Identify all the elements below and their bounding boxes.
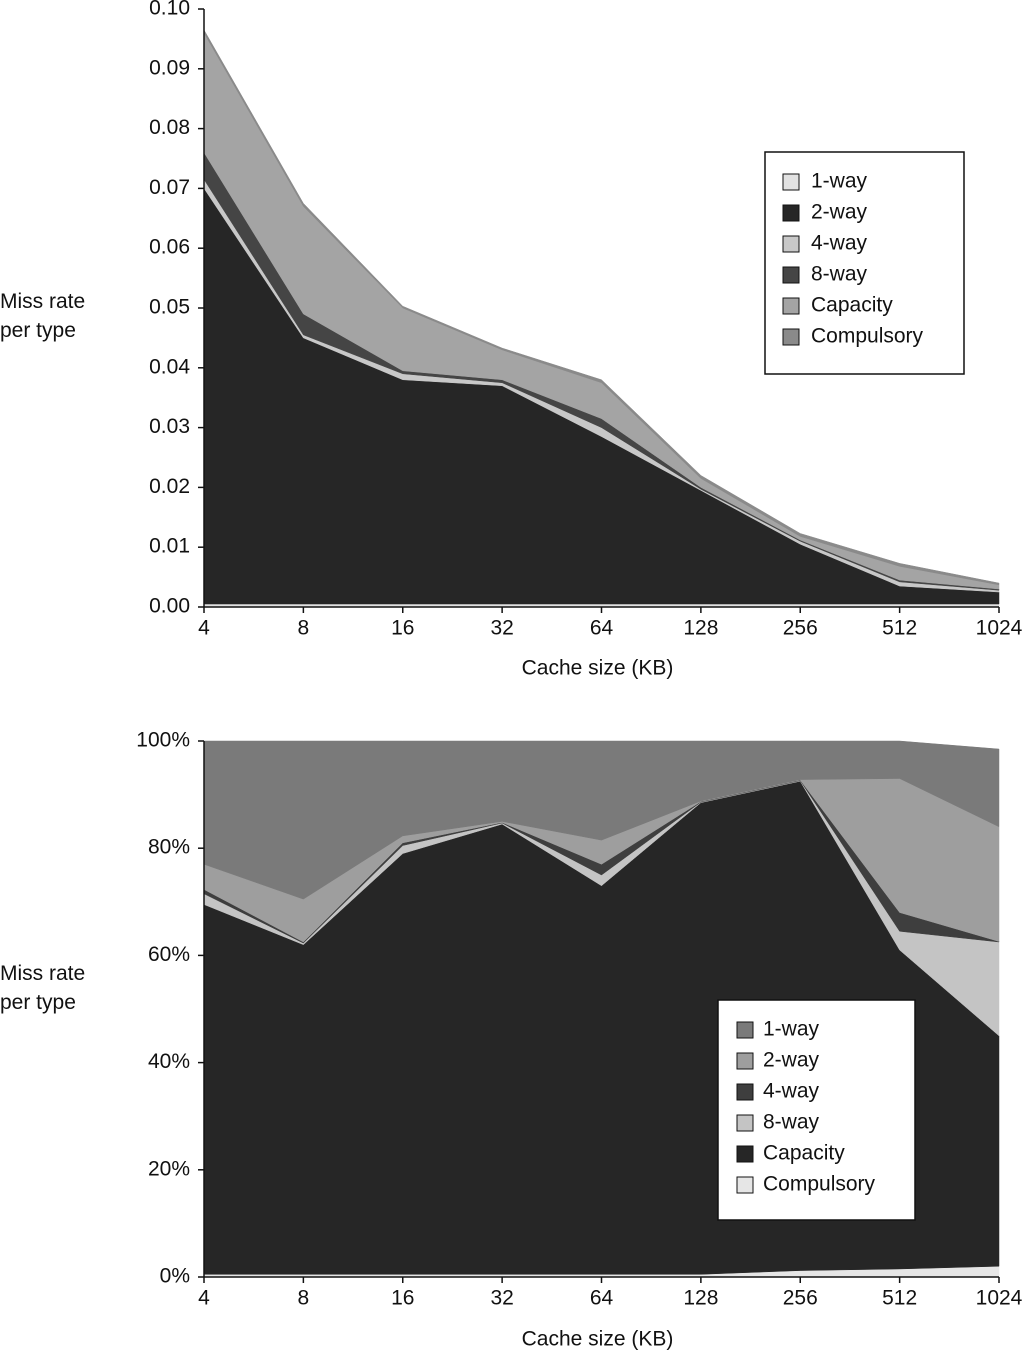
- legend-label: 1-way: [763, 1018, 820, 1041]
- legend-swatch: [782, 297, 800, 315]
- y-tick-label: 0.06: [149, 236, 190, 259]
- x-axis-label: Cache size (KB): [522, 657, 674, 680]
- y-tick-label: 0.10: [149, 0, 190, 20]
- y-tick-label: 100%: [136, 729, 190, 752]
- x-tick-label: 32: [490, 1287, 513, 1310]
- legend-label: Capacity: [811, 294, 893, 317]
- x-tick-label: 1024: [976, 1287, 1023, 1310]
- y-tick-label: 0.04: [149, 355, 190, 378]
- y-axis-label: Miss rate per type: [0, 290, 86, 342]
- legend-swatch: [782, 173, 800, 191]
- area: [203, 28, 1000, 586]
- x-tick-label: 64: [590, 1287, 614, 1310]
- area: [203, 740, 1000, 900]
- x-tick-label: 256: [783, 1287, 818, 1310]
- x-tick-label: 512: [882, 617, 917, 640]
- x-axis-label: Cache size (KB): [522, 1328, 674, 1351]
- y-tick-label: 80%: [148, 836, 190, 859]
- x-tick-label: 64: [590, 617, 614, 640]
- x-tick-label: 8: [298, 617, 310, 640]
- legend-swatch: [736, 1114, 754, 1132]
- y-tick-label: 60%: [148, 943, 190, 966]
- legend-label: 4-way: [763, 1080, 820, 1103]
- y-tick-label: 0.08: [149, 116, 190, 139]
- x-tick-label: 512: [882, 1287, 917, 1310]
- legend-swatch: [736, 1083, 754, 1101]
- x-tick-label: 4: [198, 617, 210, 640]
- x-tick-label: 4: [198, 1287, 210, 1310]
- legend-swatch: [736, 1021, 754, 1039]
- y-tick-label: 0.03: [149, 415, 190, 438]
- y-axis-label: Miss rate per type: [0, 962, 86, 1014]
- x-tick-label: 256: [783, 617, 818, 640]
- x-tick-label: 32: [490, 617, 513, 640]
- x-tick-label: 16: [391, 1287, 414, 1310]
- legend-swatch: [782, 235, 800, 253]
- legend-label: 1-way: [811, 170, 868, 193]
- legend-swatch: [782, 204, 800, 222]
- y-tick-label: 0.05: [149, 296, 190, 319]
- legend-label: 8-way: [763, 1111, 820, 1134]
- y-tick-label: 20%: [148, 1157, 190, 1180]
- legend-label: 2-way: [763, 1049, 820, 1072]
- x-tick-label: 128: [683, 1287, 718, 1310]
- x-tick-label: 1024: [976, 617, 1023, 640]
- y-tick-label: 0%: [160, 1265, 190, 1288]
- legend-label: 8-way: [811, 263, 868, 286]
- legend-label: 2-way: [811, 201, 868, 224]
- legend-label: Compulsory: [811, 325, 924, 348]
- legend-label: Compulsory: [763, 1173, 876, 1196]
- y-tick-label: 0.02: [149, 475, 190, 498]
- legend-label: Capacity: [763, 1142, 845, 1165]
- y-tick-label: 0.00: [149, 595, 190, 618]
- y-tick-label: 0.01: [149, 535, 190, 558]
- legend-swatch: [736, 1176, 754, 1194]
- legend-swatch: [736, 1052, 754, 1070]
- x-tick-label: 8: [298, 1287, 310, 1310]
- y-tick-label: 0.07: [149, 176, 190, 199]
- legend-swatch: [782, 266, 800, 284]
- legend-swatch: [736, 1145, 754, 1163]
- x-tick-label: 128: [683, 617, 718, 640]
- legend-label: 4-way: [811, 232, 868, 255]
- x-tick-label: 16: [391, 617, 414, 640]
- y-tick-label: 40%: [148, 1050, 190, 1073]
- y-tick-label: 0.09: [149, 56, 190, 79]
- legend-swatch: [782, 328, 800, 346]
